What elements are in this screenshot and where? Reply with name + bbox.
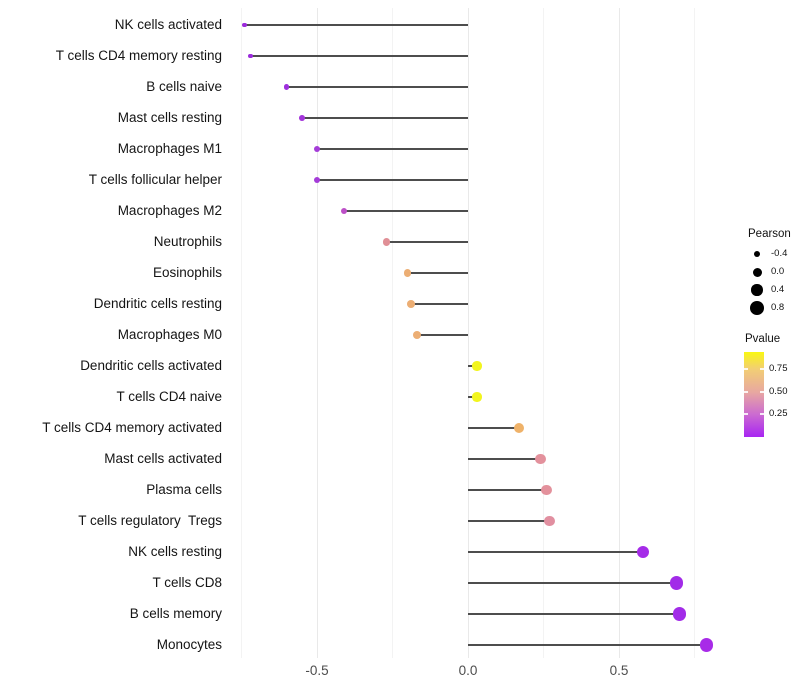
x-tick-label: 0.0 [458, 663, 478, 678]
lollipop-dot [248, 53, 253, 59]
category-label: T cells CD4 memory activated [42, 420, 222, 435]
lollipop-dot [699, 638, 714, 652]
lollipop-stem [344, 210, 468, 212]
category-label: B cells naive [146, 79, 222, 94]
lollipop-dot [242, 22, 247, 28]
category-label: T cells follicular helper [88, 172, 222, 187]
lollipop-dot [284, 84, 290, 90]
lollipop-stem [386, 241, 468, 243]
lollipop-stem [301, 117, 468, 119]
pvalue-tick-label: 0.75 [769, 363, 788, 374]
lollipop-dot [672, 607, 686, 621]
category-label: B cells memory [129, 606, 222, 621]
lollipop-dot [514, 422, 525, 433]
size-legend-dot [751, 284, 763, 296]
category-label: Macrophages M1 [117, 141, 222, 156]
lollipop-dot [340, 207, 348, 215]
lollipop-stem [468, 644, 707, 646]
lollipop-dot [382, 238, 391, 246]
lollipop-dot [541, 484, 552, 496]
minor-gridline [543, 8, 544, 658]
category-label: Eosinophils [152, 265, 222, 280]
minor-gridline [392, 8, 393, 658]
lollipop-stem [317, 148, 468, 150]
size-legend-label: -0.4 [771, 248, 788, 259]
lollipop-stem [468, 551, 644, 553]
minor-gridline [694, 8, 695, 658]
size-legend-dot [750, 301, 764, 315]
lollipop-dot [636, 545, 650, 559]
lollipop-dot [314, 146, 320, 152]
lollipop-stem [468, 613, 680, 615]
pvalue-tick-label: 0.25 [769, 408, 788, 419]
category-label: T cells regulatory Tregs [78, 513, 222, 528]
lollipop-stem [468, 520, 550, 522]
pvalue-tick-mark [760, 413, 764, 415]
category-label: Plasma cells [146, 482, 222, 497]
lollipop-stem [244, 24, 468, 26]
lollipop-stem [468, 458, 541, 460]
lollipop-dot [669, 576, 683, 590]
pvalue-gradient-bar [744, 352, 764, 437]
color-legend-title: Pvalue [745, 333, 781, 345]
size-legend-label: 0.4 [771, 284, 785, 295]
lollipop-stem [416, 334, 468, 336]
x-tick-label: 0.5 [609, 663, 629, 678]
lollipop-dot [535, 453, 546, 465]
pvalue-tick-mark [744, 413, 748, 415]
lollipop-dot [472, 392, 482, 402]
lollipop-dot [406, 300, 415, 308]
category-label: T cells CD4 memory resting [55, 48, 222, 63]
size-legend-label: 0.8 [771, 302, 785, 313]
x-tick-label: -0.5 [305, 663, 329, 678]
size-legend-label: 0.0 [771, 266, 785, 277]
size-legend-dot [752, 267, 762, 277]
lollipop-stem [468, 427, 520, 429]
size-legend-dot [753, 250, 761, 258]
lollipop-dot [403, 269, 412, 277]
category-label: Neutrophils [153, 234, 222, 249]
major-gridline [467, 8, 469, 658]
pvalue-tick-mark [760, 368, 764, 370]
category-label: T cells CD8 [152, 575, 222, 590]
category-label: Mast cells resting [117, 110, 222, 125]
category-label: Mast cells activated [104, 451, 222, 466]
category-label: T cells CD4 naive [116, 389, 222, 404]
lollipop-dot [544, 515, 555, 527]
lollipop-dot [314, 177, 320, 183]
lollipop-dot [412, 331, 421, 339]
major-gridline [618, 8, 620, 658]
major-gridline [316, 8, 318, 658]
minor-gridline [241, 8, 242, 658]
category-label: Macrophages M2 [117, 203, 222, 218]
pvalue-tick-mark [744, 368, 748, 370]
category-label: Dendritic cells activated [80, 358, 222, 373]
lollipop-dot [472, 361, 482, 371]
lollipop-dot [299, 115, 305, 121]
category-label: Macrophages M0 [117, 327, 222, 342]
lollipop-stem [250, 55, 468, 57]
lollipop-stem [468, 582, 677, 584]
lollipop-stem [410, 303, 468, 305]
lollipop-stem [286, 86, 468, 88]
lollipop-stem [317, 179, 468, 181]
lollipop-stem [468, 489, 547, 491]
category-label: Monocytes [156, 637, 222, 652]
lollipop-stem [407, 272, 468, 274]
pvalue-tick-label: 0.50 [769, 386, 788, 397]
category-label: NK cells activated [114, 17, 222, 32]
size-legend-title: Pearson [748, 228, 791, 240]
pvalue-tick-mark [760, 391, 764, 393]
category-label: Dendritic cells resting [93, 296, 222, 311]
category-label: NK cells resting [128, 544, 222, 559]
pvalue-tick-mark [744, 391, 748, 393]
